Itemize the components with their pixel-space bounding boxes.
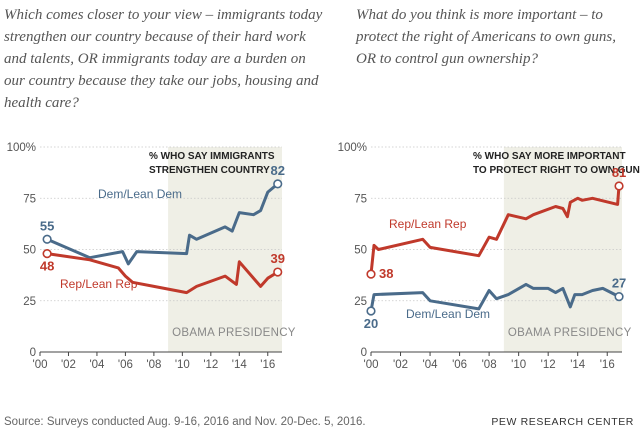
x-tick-label-immig: '12 <box>203 359 218 371</box>
question-immigrants: Which comes closer to your view – immigr… <box>4 7 323 111</box>
x-tick-label-immig: '14 <box>232 359 248 371</box>
y-tick-label-immig: 50 <box>23 245 36 257</box>
shaded-region-label-immig: OBAMA PRESIDENCY <box>172 327 296 339</box>
x-tick-label-guns: '10 <box>511 359 526 371</box>
x-tick-label-guns: '04 <box>423 359 439 371</box>
end-value-label-rep-guns: 81 <box>612 165 626 180</box>
series-line-dem-immig <box>46 182 279 266</box>
series-name-rep-guns: Rep/Lean Rep <box>389 217 467 231</box>
start-marker-rep-immig <box>42 249 52 259</box>
y-tick-label-guns: 50 <box>354 245 367 257</box>
x-tick-label-immig: '02 <box>61 359 76 371</box>
end-marker-rep-guns <box>614 181 624 191</box>
x-tick-label-immig: '08 <box>146 359 161 371</box>
start-marker-dem-immig <box>42 234 52 244</box>
y-tick-label-immig: 25 <box>23 296 36 308</box>
start-marker-rep-guns <box>366 269 376 279</box>
series-name-dem-immig: Dem/Lean Dem <box>98 187 182 201</box>
series-line-rep-immig <box>46 252 279 295</box>
x-tick-label-guns: '16 <box>600 359 615 371</box>
y-tick-label-guns: 25 <box>354 296 367 308</box>
shaded-region-label-guns: OBAMA PRESIDENCY <box>508 327 632 339</box>
y-tick-label-guns: 100% <box>338 142 367 154</box>
end-marker-dem-immig <box>273 179 283 189</box>
x-tick-label-guns: '14 <box>570 359 586 371</box>
pew-brand: PEW RESEARCH CENTER <box>491 416 634 428</box>
x-tick-label-guns: '02 <box>393 359 408 371</box>
x-tick-label-immig: '06 <box>118 359 133 371</box>
x-tick-label-immig: '16 <box>260 359 275 371</box>
source-note: Source: Surveys conducted Aug. 9-16, 201… <box>4 416 366 428</box>
end-marker-rep-immig <box>273 267 283 277</box>
end-value-label-rep-immig: 39 <box>270 251 284 266</box>
chart-title-line2-guns: TO PROTECT RIGHT TO OWN GUNS <box>473 165 640 176</box>
x-tick-label-immig: '00 <box>33 359 48 371</box>
question-guns: What do you think is more important – to… <box>356 7 616 67</box>
y-tick-label-immig: 100% <box>7 142 36 154</box>
y-tick-label-immig: 0 <box>30 347 36 359</box>
y-tick-label-immig: 75 <box>23 193 36 205</box>
chart-title-line2-immig: STRENGTHEN COUNTRY <box>149 165 270 176</box>
series-line-dem-guns <box>369 282 620 312</box>
end-value-label-dem-guns: 27 <box>612 276 626 291</box>
x-tick-label-guns: '06 <box>452 359 467 371</box>
series-name-dem-guns: Dem/Lean Dem <box>406 307 490 321</box>
start-value-label-dem-guns: 20 <box>364 316 378 331</box>
x-tick-label-guns: '12 <box>541 359 556 371</box>
series-name-rep-immig: Rep/Lean Rep <box>60 277 138 291</box>
x-tick-label-guns: '00 <box>364 359 379 371</box>
end-value-label-dem-immig: 82 <box>270 163 284 178</box>
start-marker-dem-guns <box>366 306 376 316</box>
y-tick-label-guns: 75 <box>354 193 367 205</box>
x-tick-label-guns: '08 <box>482 359 497 371</box>
series-line-rep-guns <box>369 185 621 275</box>
y-tick-label-guns: 0 <box>361 347 367 359</box>
start-value-label-dem-immig: 55 <box>40 218 54 233</box>
start-value-label-rep-immig: 48 <box>40 259 54 274</box>
end-marker-dem-guns <box>614 292 624 302</box>
x-tick-label-immig: '04 <box>89 359 105 371</box>
chart-title-line1-guns: % WHO SAY MORE IMPORTANT <box>473 151 626 162</box>
chart-title-line1-immig: % WHO SAY IMMIGRANTS <box>149 151 275 162</box>
x-tick-label-immig: '10 <box>175 359 190 371</box>
start-value-label-rep-guns: 38 <box>379 266 393 281</box>
